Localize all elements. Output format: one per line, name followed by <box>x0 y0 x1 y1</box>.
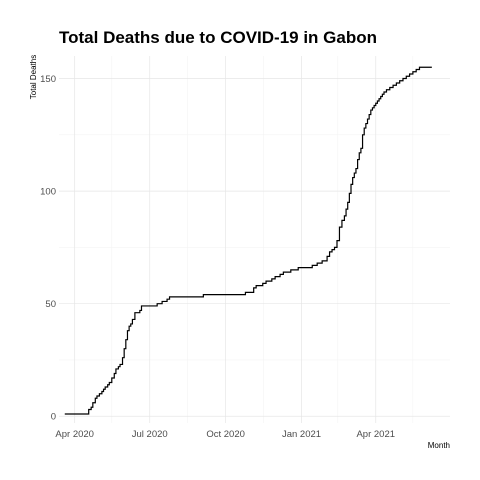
series-layer <box>64 66 432 415</box>
x-tick-label: Jan 2021 <box>282 429 321 440</box>
y-tick-label: 0 <box>51 412 56 423</box>
minor-gridlines <box>59 56 450 423</box>
y-tick-label: 50 <box>45 299 56 310</box>
x-tick-label: Apr 2021 <box>356 429 395 440</box>
x-axis-title: Month <box>428 441 450 450</box>
y-tick-labels: 0 50 100 150 <box>40 74 56 423</box>
y-tick-label: 150 <box>40 74 56 85</box>
x-tick-label: Apr 2020 <box>55 429 94 440</box>
x-tick-labels: Apr 2020 Jul 2020 Oct 2020 Jan 2021 Apr 2021 <box>55 429 395 440</box>
x-tick-label: Jul 2020 <box>132 429 168 440</box>
chart-title: Total Deaths due to COVID-19 in Gabon <box>59 28 377 47</box>
x-tick-label: Oct 2020 <box>206 429 245 440</box>
y-axis-title: Total Deaths <box>29 55 38 99</box>
total-deaths-line <box>64 66 432 415</box>
major-gridlines <box>59 56 450 423</box>
y-tick-label: 100 <box>40 187 56 198</box>
